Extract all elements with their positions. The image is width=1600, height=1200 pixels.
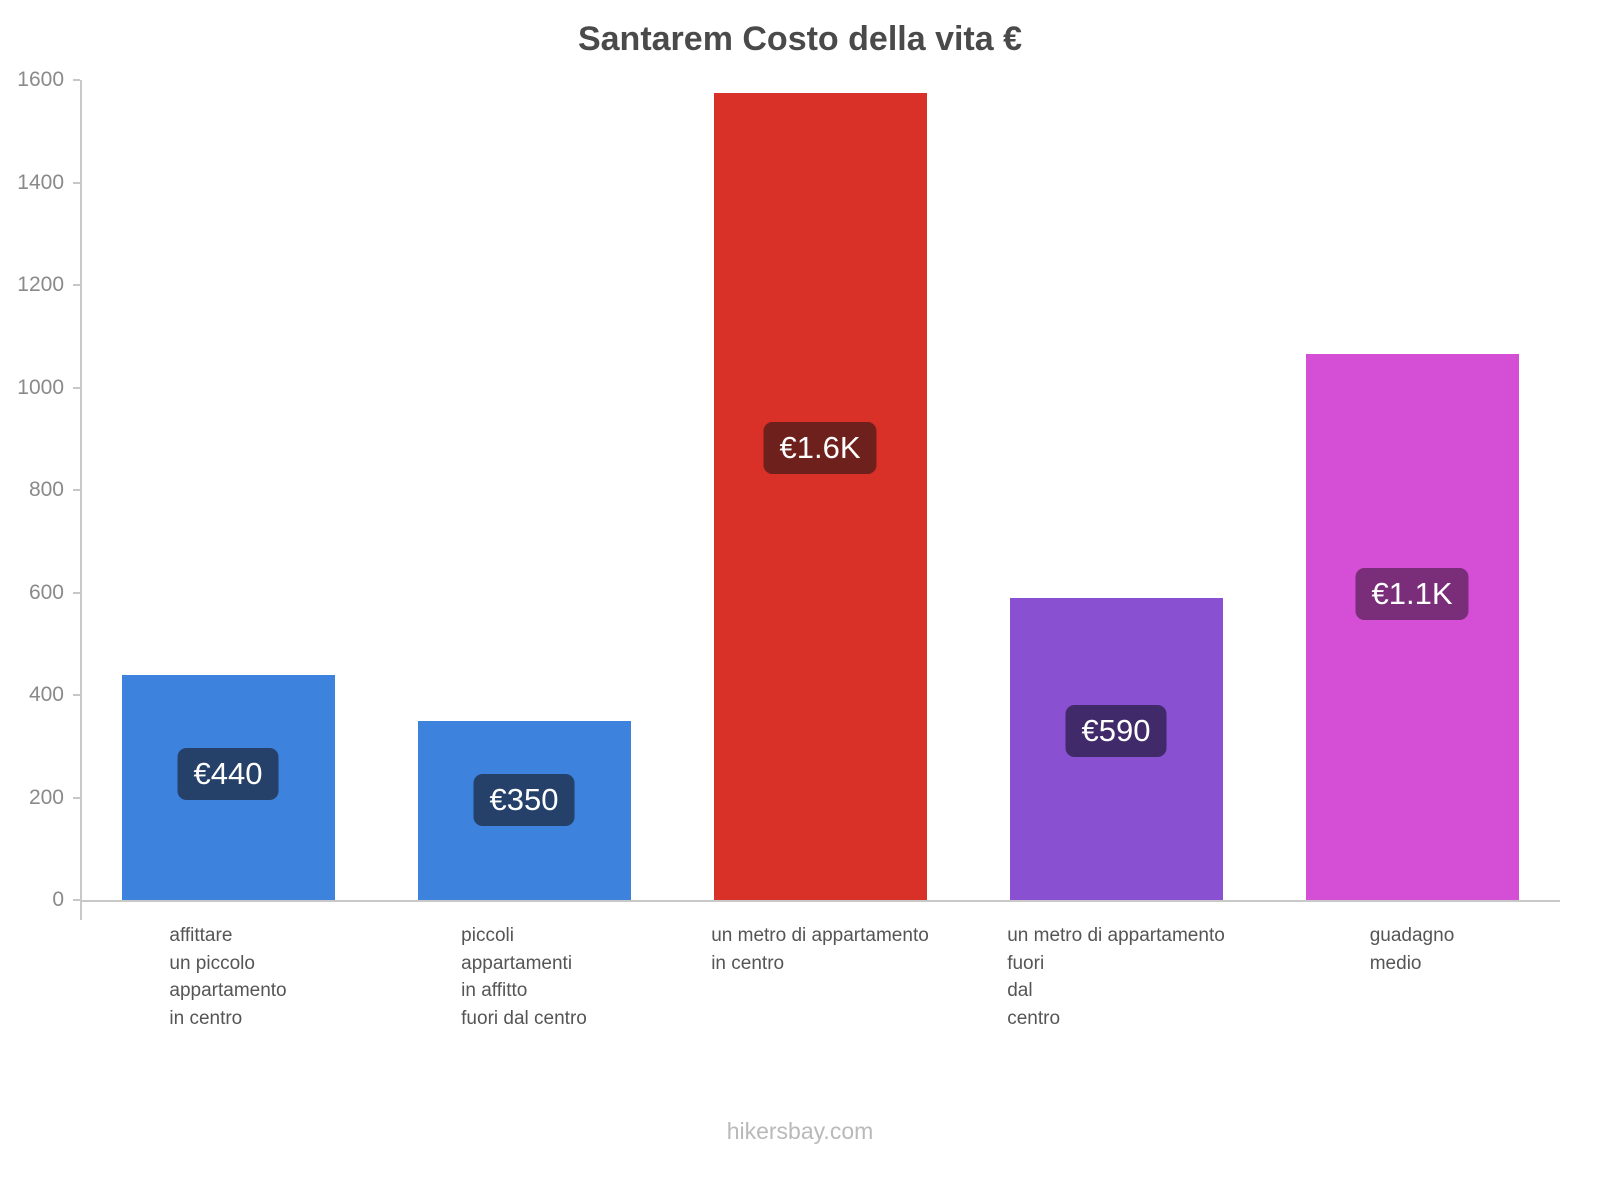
x-axis [80, 900, 1560, 902]
footer-watermark: hikersbay.com [726, 1118, 874, 1144]
x-category-label: un metro di appartamento in centro [711, 925, 929, 974]
chart-title: Santarem Costo della vita € [577, 20, 1023, 58]
y-tick-label: 800 [28, 478, 64, 501]
bar [1305, 354, 1519, 900]
y-axis-tick [73, 489, 80, 491]
y-tick-label: 1600 [17, 68, 64, 91]
y-tick-label: 200 [28, 785, 64, 809]
y-tick-label: 1000 [17, 375, 64, 399]
y-axis-tick [73, 694, 80, 696]
y-tick-label: 400 [28, 683, 64, 706]
y-tick-label: 0 [52, 888, 64, 911]
x-category-label: affittare un piccolo appartamento in cen… [169, 925, 287, 1029]
y-axis [80, 80, 82, 920]
y-axis-tick [73, 899, 80, 901]
y-axis-tick [73, 181, 80, 184]
bar-value-label: €440 [177, 747, 279, 800]
bar-value-label: €590 [1065, 704, 1167, 757]
y-axis-tick [73, 386, 80, 389]
bar [713, 92, 927, 900]
y-tick-label: 1200 [17, 273, 64, 296]
y-axis-tick [73, 796, 80, 799]
x-category-label: un metro di appartamento fuori dal centr… [1007, 925, 1225, 1029]
y-tick-label: 600 [28, 580, 64, 604]
y-tick-label: 1400 [17, 170, 64, 194]
y-axis-tick [73, 284, 80, 286]
bar-value-label: €1.6K [763, 421, 877, 474]
bar-value-label: €350 [473, 773, 575, 826]
bar-value-label: €1.1K [1355, 568, 1469, 621]
x-category-label: piccoli appartamenti in affitto fuori da… [461, 925, 587, 1029]
y-axis-tick [73, 79, 80, 81]
y-axis-tick [73, 591, 80, 594]
x-category-label: guadagno medio [1369, 925, 1455, 974]
